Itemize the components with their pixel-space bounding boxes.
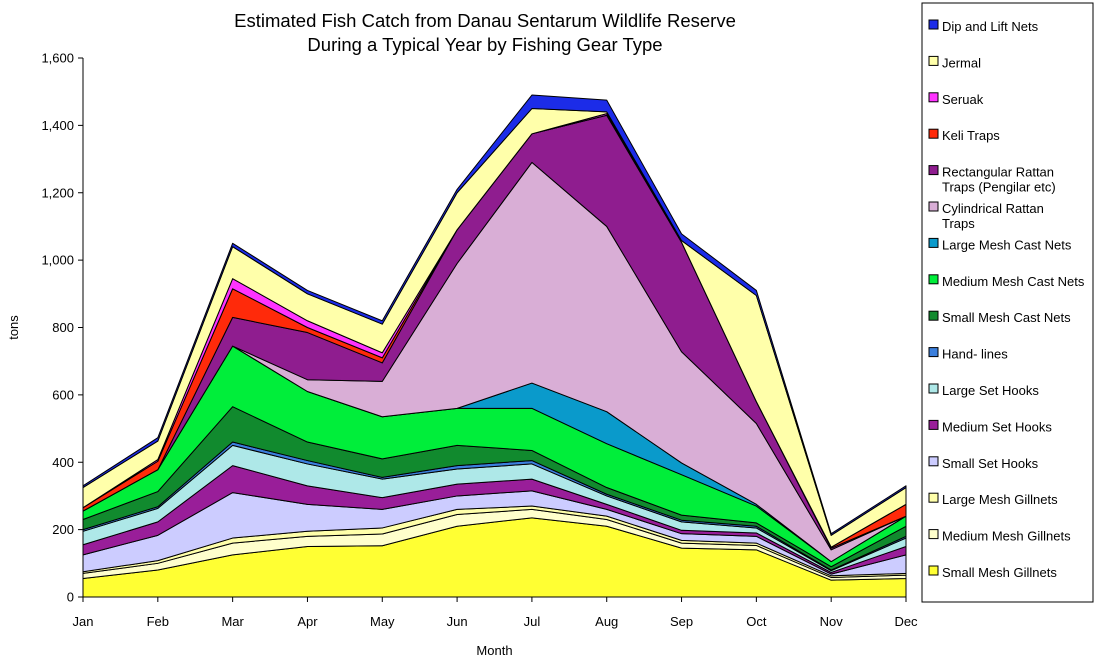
legend-swatch <box>928 165 939 176</box>
x-tick-label: Feb <box>147 614 169 629</box>
x-tick-label: Jun <box>447 614 468 629</box>
legend-swatch <box>928 201 939 212</box>
legend-item-hand-lines: Hand- lines <box>928 347 1008 362</box>
legend-swatch <box>928 19 939 30</box>
y-axis-label: tons <box>6 315 21 340</box>
legend-swatch <box>928 92 939 103</box>
legend-swatch <box>928 456 939 467</box>
area-dip-and-lift-nets <box>82 94 907 536</box>
legend-item-medium-mesh-gillnets: Medium Mesh Gillnets <box>928 529 1071 544</box>
legend-swatch <box>928 347 939 358</box>
legend-label: Dip and Lift Nets <box>942 19 1039 34</box>
legend-swatch <box>928 55 939 66</box>
x-tick-label: Jan <box>73 614 94 629</box>
legend-swatch <box>928 310 939 321</box>
x-tick-label: Apr <box>297 614 318 629</box>
y-tick-label: 800 <box>52 320 74 335</box>
legend-label: Hand- lines <box>942 347 1008 362</box>
axes: 0 200 400 600 800 1,000 1,200 1,400 1,600 Jan Feb M… <box>6 51 918 659</box>
legend-label: Medium Mesh Gillnets <box>942 529 1071 544</box>
legend-swatch <box>928 274 939 285</box>
x-tick-label: Jul <box>524 614 541 629</box>
y-tick-label: 1,400 <box>41 118 74 133</box>
y-tick-label: 0 <box>67 590 74 605</box>
legend-item-small-set-hooks: Small Set Hooks <box>928 456 1039 471</box>
legend-item-dip-and-lift-nets: Dip and Lift Nets <box>928 19 1039 34</box>
x-tick-label: Oct <box>746 614 767 629</box>
legend-label: Small Mesh Cast Nets <box>942 310 1071 325</box>
legend-swatch <box>928 383 939 394</box>
legend-label: Small Set Hooks <box>942 456 1039 471</box>
chart-title: Estimated Fish Catch from Danau Sentarum… <box>234 10 736 55</box>
legend-swatch <box>928 419 939 430</box>
legend-label: Keli Traps <box>942 128 1000 143</box>
legend-label: Large Set Hooks <box>942 383 1039 398</box>
x-tick-label: May <box>370 614 395 629</box>
y-tick-label: 200 <box>52 522 74 537</box>
legend-swatch <box>928 492 939 503</box>
legend-label: Rectangular Rattan Traps (Pengilar etc) <box>942 165 1056 195</box>
y-tick-label: 400 <box>52 455 74 470</box>
x-tick-label: Mar <box>221 614 244 629</box>
legend-item-large-mesh-cast-nets: Large Mesh Cast Nets <box>928 237 1072 252</box>
legend-item-keli-traps: Keli Traps <box>928 128 1000 143</box>
legend-label: Seruak <box>942 92 984 107</box>
legend-label: Small Mesh Gillnets <box>942 565 1057 580</box>
chart-title-line-1: Estimated Fish Catch from Danau Sentarum… <box>234 10 736 31</box>
legend-label: Cylindrical Rattan Traps <box>942 201 1044 231</box>
legend-label: Large Mesh Gillnets <box>942 492 1058 507</box>
y-tick-label: 600 <box>52 387 74 402</box>
legend-label: Medium Set Hooks <box>942 419 1052 434</box>
legend-swatch <box>928 529 939 540</box>
legend-swatch <box>928 128 939 139</box>
legend: Dip and Lift Nets Jermal Seruak Keli Traps R… <box>921 2 1094 603</box>
chart-title-line-2: During a Typical Year by Fishing Gear Ty… <box>307 34 662 55</box>
y-tick-label: 1,600 <box>41 51 74 66</box>
legend-item-large-mesh-gillnets: Large Mesh Gillnets <box>928 492 1058 507</box>
legend-swatch <box>928 565 939 576</box>
x-tick-label: Aug <box>595 614 618 629</box>
y-tick-label: 1,200 <box>41 185 74 200</box>
x-axis-label: Month <box>476 643 512 658</box>
x-tick-label: Sep <box>670 614 693 629</box>
plot-areas <box>82 94 907 598</box>
legend-label: Jermal <box>942 55 981 70</box>
legend-item-medium-mesh-cast-nets: Medium Mesh Cast Nets <box>928 274 1085 289</box>
legend-item-seruak: Seruak <box>928 92 984 107</box>
legend-label: Medium Mesh Cast Nets <box>942 274 1085 289</box>
legend-item-rectangular-rattan-traps-pengilar-etc: Rectangular Rattan Traps (Pengilar etc) <box>928 165 1056 195</box>
y-tick-label: 1,000 <box>41 253 74 268</box>
x-tick-label: Nov <box>820 614 844 629</box>
legend-item-large-set-hooks: Large Set Hooks <box>928 383 1039 398</box>
legend-item-cylindrical-rattan-traps: Cylindrical Rattan Traps <box>928 201 1044 231</box>
legend-item-jermal: Jermal <box>928 55 981 70</box>
legend-swatch <box>928 237 939 248</box>
legend-item-small-mesh-cast-nets: Small Mesh Cast Nets <box>928 310 1071 325</box>
legend-label: Large Mesh Cast Nets <box>942 237 1072 252</box>
x-tick-label: Dec <box>894 614 918 629</box>
legend-item-medium-set-hooks: Medium Set Hooks <box>928 419 1052 434</box>
legend-item-small-mesh-gillnets: Small Mesh Gillnets <box>928 565 1057 580</box>
legend-frame <box>921 2 1094 603</box>
